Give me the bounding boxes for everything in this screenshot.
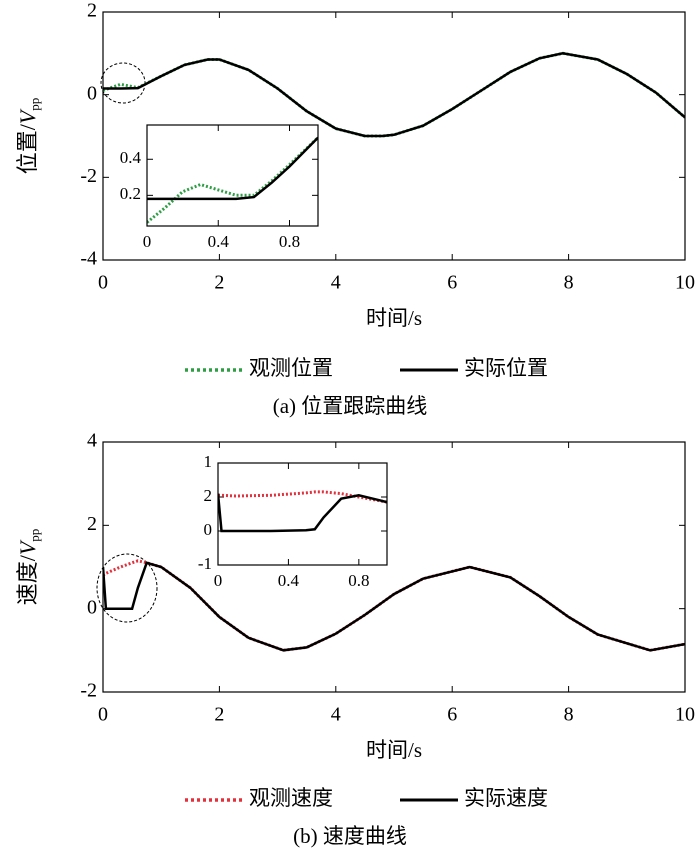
x-tick-label: 4 [331, 272, 341, 294]
x-tick-label: 0 [214, 571, 223, 590]
plot-frame [102, 441, 686, 693]
x-tick-label: 6 [447, 272, 457, 294]
series-line [103, 52, 685, 138]
y-tick-label: -2 [80, 680, 97, 702]
y-tick-label: 1 [204, 452, 213, 471]
y-axis-label-part: pp [27, 529, 42, 542]
x-tick-label: 0.8 [348, 571, 369, 590]
series-line [218, 490, 387, 504]
legend-label: 观测位置 [249, 356, 333, 380]
legend-label: 实际位置 [464, 356, 548, 380]
y-tick-label: 0.4 [120, 148, 142, 167]
y-tick-label: 2 [87, 0, 97, 22]
legend-label: 观测速度 [249, 786, 333, 810]
x-tick-label: 2 [214, 272, 224, 294]
y-tick-label: 0 [204, 520, 213, 539]
x-tick-label: 8 [564, 272, 574, 294]
x-tick-label: 0.4 [208, 232, 230, 251]
y-axis-label-part: pp [27, 98, 42, 111]
y-axis-label: 速度/Vpp [15, 529, 42, 606]
y-axis-label-part: V [15, 108, 40, 124]
y-tick-label: 0.2 [120, 184, 141, 203]
x-tick-label: 0.4 [278, 571, 300, 590]
x-axis-label: 时间/s [366, 738, 422, 762]
caption: (a) 位置跟踪曲线 [273, 394, 428, 418]
x-tick-label: 0 [143, 232, 152, 251]
plot-frame [217, 462, 388, 566]
caption: (b) 速度曲线 [293, 824, 407, 848]
series-line [147, 136, 318, 224]
x-tick-label: 10 [675, 272, 695, 294]
y-axis-label: 位置/Vpp [15, 98, 42, 175]
zoom-circle [100, 62, 146, 104]
zoom-circle [96, 553, 158, 623]
y-axis-label-part: 速度/ [15, 554, 40, 605]
legend-label: 实际速度 [464, 786, 548, 810]
y-tick-label: 4 [87, 430, 97, 452]
x-tick-label: 8 [564, 704, 574, 726]
series-line [147, 136, 318, 201]
inset-background [147, 125, 318, 226]
series-line [103, 561, 685, 652]
x-tick-label: 0 [98, 704, 108, 726]
y-tick-label: -1 [198, 554, 212, 573]
x-tick-label: 2 [214, 704, 224, 726]
y-tick-label: 0 [87, 596, 97, 618]
x-tick-label: 0.8 [279, 232, 300, 251]
y-tick-label: -4 [80, 248, 97, 270]
inset-background [218, 463, 387, 565]
x-axis-label: 时间/s [366, 306, 422, 330]
series-line [103, 51, 685, 138]
y-tick-label: 0 [87, 82, 97, 104]
series-line [218, 493, 387, 533]
x-tick-label: 10 [675, 704, 695, 726]
y-tick-label: 2 [204, 486, 213, 505]
y-tick-label: 2 [87, 513, 97, 535]
series-line [103, 559, 685, 652]
plot-frame [146, 124, 319, 227]
x-tick-label: 0 [98, 272, 108, 294]
x-tick-label: 4 [331, 704, 341, 726]
y-axis-label-part: 位置/ [15, 123, 40, 174]
y-axis-label-part: V [15, 539, 40, 555]
y-tick-label: -2 [80, 165, 97, 187]
x-tick-label: 6 [447, 704, 457, 726]
plot-frame [102, 11, 686, 261]
